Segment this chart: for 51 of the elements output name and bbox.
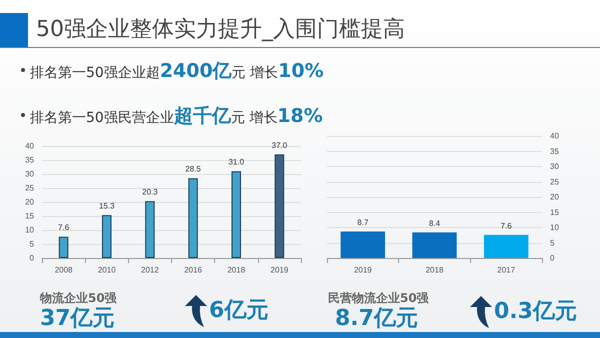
data-label: 7.6 xyxy=(500,221,512,230)
bar xyxy=(145,201,155,258)
text: 民营物流企业50强 xyxy=(328,290,429,307)
data-label: 15.3 xyxy=(98,202,116,211)
bar xyxy=(188,178,198,258)
y-tick-label: 0 xyxy=(30,254,35,262)
text: 物流企业50强 xyxy=(40,290,117,307)
data-label: 37.0 xyxy=(272,140,288,150)
text: 0.3亿元 xyxy=(494,298,577,326)
bar xyxy=(274,154,284,258)
y-tick-label: 35 xyxy=(25,156,35,164)
data-label: 8.7 xyxy=(357,218,369,227)
x-tick-label: 2016 xyxy=(184,266,203,274)
text: 排名第一50强民营企业超千亿元 增长18% xyxy=(30,104,323,129)
y-tick-label: 5 xyxy=(30,240,35,248)
text: 8.7亿元 xyxy=(335,306,418,331)
data-label: 20.3 xyxy=(142,188,158,197)
y-tick-label: 20 xyxy=(25,198,35,206)
y2-tick-label: 40 xyxy=(550,132,560,140)
y2-tick-label: 30 xyxy=(550,162,560,171)
y2-tick-label: 10 xyxy=(550,223,560,232)
y-tick-label: 30 xyxy=(25,170,35,178)
y2-tick-label: 25 xyxy=(550,177,560,186)
y2-tick-label: 15 xyxy=(550,208,560,217)
bar xyxy=(58,236,68,258)
text: 排名第一50强企业超2400亿元 增长10% xyxy=(30,59,324,84)
y2-tick-label: 35 xyxy=(550,146,560,156)
y-tick-label: 40 xyxy=(25,142,35,150)
data-label: 7.6 xyxy=(58,223,70,232)
x-tick-label: 2008 xyxy=(54,266,74,274)
y2-tick-label: 5 xyxy=(550,238,555,248)
y2-tick-label: 0 xyxy=(550,254,555,262)
y-tick-label: 25 xyxy=(25,184,35,192)
text: 37亿元 xyxy=(40,306,115,331)
x-tick-label: 2017 xyxy=(497,266,516,274)
y-tick-label: 15 xyxy=(25,212,35,220)
data-label: 8.4 xyxy=(428,218,441,228)
data-label: 28.5 xyxy=(185,164,202,174)
bar xyxy=(102,215,112,258)
x-tick-label: 2018 xyxy=(426,266,444,274)
x-tick-label: 2010 xyxy=(98,266,116,274)
text: 6亿元 xyxy=(209,297,268,325)
x-tick-label: 2012 xyxy=(141,266,160,274)
x-tick-label: 2019 xyxy=(354,266,372,274)
x-tick-label: 2018 xyxy=(227,266,246,274)
x-tick-label: 2019 xyxy=(270,266,289,274)
bar xyxy=(232,171,241,258)
y-tick-label: 10 xyxy=(25,226,35,234)
data-label: 31.0 xyxy=(228,158,245,167)
y2-tick-label: 20 xyxy=(550,192,560,202)
chart-title: 50强企业整体实力提升_入围门槛提高 xyxy=(36,16,405,44)
